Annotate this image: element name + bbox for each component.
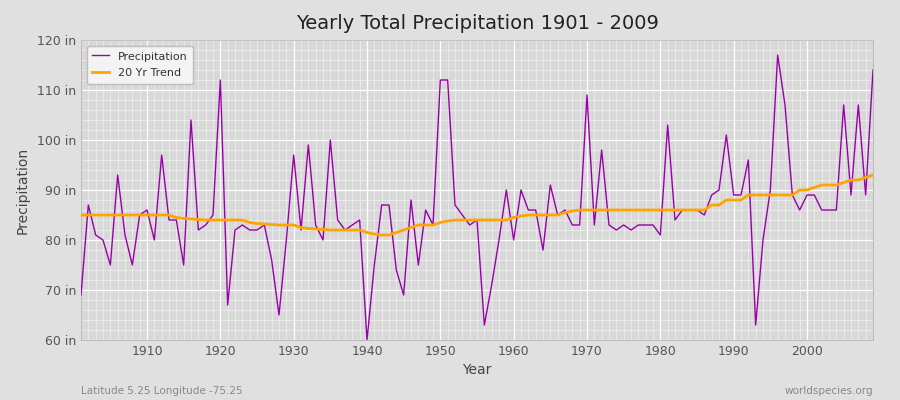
20 Yr Trend (604, 208, 615, 212)
Precipitation (868, 68, 878, 72)
X-axis label: Year: Year (463, 364, 491, 378)
Precipitation (134, 213, 145, 218)
Line: Precipitation: Precipitation (81, 55, 873, 340)
Precipitation (295, 228, 306, 232)
20 Yr Trend (339, 228, 350, 232)
Precipitation (362, 338, 373, 342)
20 Yr Trend (508, 215, 519, 220)
20 Yr Trend (868, 173, 878, 178)
Precipitation (604, 222, 615, 227)
Precipitation (772, 52, 783, 57)
Line: 20 Yr Trend: 20 Yr Trend (81, 175, 873, 235)
Precipitation (516, 188, 526, 192)
Precipitation (76, 293, 86, 298)
Precipitation (508, 238, 519, 242)
Title: Yearly Total Precipitation 1901 - 2009: Yearly Total Precipitation 1901 - 2009 (295, 14, 659, 33)
20 Yr Trend (516, 214, 526, 218)
Y-axis label: Precipitation: Precipitation (16, 146, 30, 234)
20 Yr Trend (376, 232, 387, 237)
Text: Latitude 5.25 Longitude -75.25: Latitude 5.25 Longitude -75.25 (81, 386, 243, 396)
Text: worldspecies.org: worldspecies.org (785, 386, 873, 396)
Legend: Precipitation, 20 Yr Trend: Precipitation, 20 Yr Trend (86, 46, 193, 84)
20 Yr Trend (134, 213, 145, 218)
Precipitation (339, 228, 350, 232)
20 Yr Trend (295, 225, 306, 230)
20 Yr Trend (76, 213, 86, 218)
